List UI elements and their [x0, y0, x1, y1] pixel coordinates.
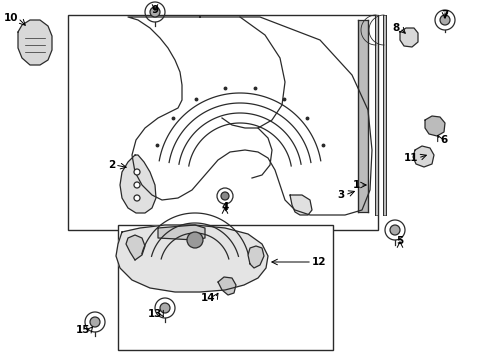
Polygon shape — [218, 277, 236, 295]
Polygon shape — [412, 146, 433, 167]
Text: 2: 2 — [107, 160, 115, 170]
Bar — [374, 15, 377, 215]
Polygon shape — [424, 116, 444, 136]
Circle shape — [439, 15, 449, 25]
Polygon shape — [399, 28, 417, 47]
Bar — [382, 15, 385, 215]
Text: 6: 6 — [439, 135, 447, 145]
Circle shape — [134, 182, 140, 188]
Polygon shape — [18, 20, 52, 65]
Circle shape — [186, 232, 203, 248]
Bar — [68, 15, 377, 230]
Polygon shape — [116, 225, 267, 292]
Polygon shape — [289, 195, 311, 215]
Polygon shape — [158, 225, 204, 240]
Text: 13: 13 — [147, 309, 162, 319]
Circle shape — [150, 7, 160, 17]
Text: 7: 7 — [440, 10, 448, 20]
Text: 10: 10 — [3, 13, 18, 23]
Circle shape — [221, 192, 228, 200]
Text: 3: 3 — [337, 190, 345, 200]
Text: 5: 5 — [396, 236, 403, 246]
Polygon shape — [247, 246, 264, 268]
Text: 14: 14 — [200, 293, 215, 303]
Circle shape — [90, 317, 100, 327]
Text: 1: 1 — [352, 180, 359, 190]
Circle shape — [134, 169, 140, 175]
Text: 4: 4 — [221, 202, 228, 212]
Polygon shape — [120, 155, 156, 213]
Text: 15: 15 — [75, 325, 90, 335]
Circle shape — [134, 195, 140, 201]
Bar — [357, 20, 367, 212]
Circle shape — [160, 303, 170, 313]
Text: 11: 11 — [403, 153, 417, 163]
Polygon shape — [126, 235, 145, 260]
Bar — [118, 225, 332, 350]
Circle shape — [389, 225, 399, 235]
Text: 12: 12 — [311, 257, 326, 267]
Text: 8: 8 — [392, 23, 399, 33]
Text: 9: 9 — [151, 5, 158, 15]
